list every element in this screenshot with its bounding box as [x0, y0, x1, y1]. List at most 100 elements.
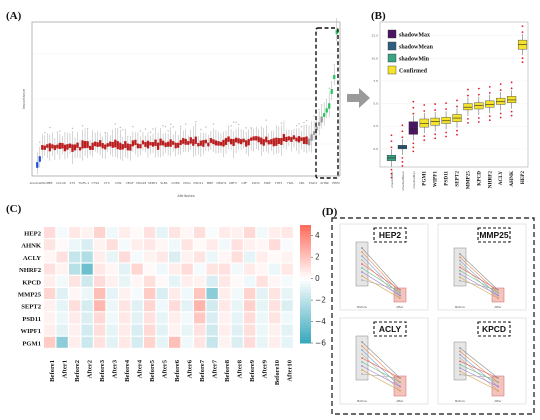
- panel-b-x-tick: shadowMin: [390, 171, 394, 188]
- panel-c-cell: [256, 275, 268, 287]
- panel-c-cell: [281, 324, 293, 336]
- panel-c-column-label: Before2: [74, 359, 81, 382]
- panel-a-outlier: [86, 128, 89, 130]
- panel-b-outlier: [467, 122, 469, 124]
- panel-c-colorbar-segment: [300, 307, 311, 312]
- panel-c-cell: [244, 251, 256, 263]
- panel-d-point: [497, 289, 499, 291]
- panel-c-row-label: PGM1: [22, 340, 41, 347]
- panel-a-box: [305, 136, 308, 145]
- panel-c-cell: [256, 324, 268, 336]
- panel-label-c: (C): [6, 203, 22, 215]
- panel-c-cell: [219, 239, 231, 251]
- panel-b-outlier: [401, 156, 404, 159]
- panel-c-cell: [131, 288, 143, 299]
- panel-c-row-label: PSD11: [22, 316, 41, 323]
- panel-c-colorbar-label: 4: [315, 231, 320, 240]
- panel-c-cell: [131, 312, 143, 324]
- panel-c-cell: [56, 324, 68, 336]
- panel-d-pair-line: [459, 354, 499, 387]
- panel-c-cell: [269, 263, 281, 275]
- panel-c-cell: [256, 336, 268, 348]
- panel-a-box: [121, 144, 124, 150]
- panel-a-box: [184, 138, 187, 145]
- panel-a-box: [292, 135, 296, 140]
- panel-a-box: [252, 136, 255, 141]
- panel-d-pair-line: [459, 374, 499, 379]
- panel-a-box: [224, 138, 228, 146]
- panel-c-cell: [194, 324, 206, 336]
- panel-c-cell: [281, 263, 293, 275]
- panel-c-cell: [156, 336, 168, 348]
- panel-b-outlier: [423, 135, 426, 138]
- panel-c-cell: [156, 263, 168, 275]
- panel-c-cell: [144, 324, 156, 336]
- panel-a-box: [302, 137, 306, 144]
- panel-c-column-label: Before5: [149, 359, 156, 382]
- panel-a-outlier: [320, 104, 323, 106]
- panel-c-cell: [181, 251, 193, 263]
- panel-c-cell: [181, 275, 193, 287]
- panel-c-cell: [219, 227, 231, 238]
- panel-a-box: [239, 139, 243, 145]
- panel-c-cell: [156, 227, 168, 238]
- panel-d-subplot-title: MMP25: [479, 230, 509, 240]
- panel-a-box: [333, 74, 336, 80]
- panel-a-box: [270, 139, 273, 145]
- panel-d-group-label: After: [396, 399, 404, 403]
- panel-b-legend-label: Confirmed: [399, 69, 428, 75]
- panel-c-colorbar-segment: [300, 260, 311, 264]
- panel-c-cell: [144, 251, 156, 263]
- panel-a-box: [237, 138, 240, 144]
- panel-c-cell: [281, 312, 293, 324]
- panel-c-cell: [281, 336, 293, 348]
- panel-c-cell: [269, 239, 281, 251]
- panel-c-cell: [169, 324, 181, 336]
- panel-b-x-tick: MMP25: [465, 171, 471, 190]
- panel-c-cell: [256, 227, 268, 238]
- panel-c-cell: [169, 336, 181, 348]
- panel-d-plots: Before After HEP2 Before After MMP25 Before Aft…: [339, 223, 527, 405]
- panel-b-boxplot: shadowMin shadowMean shadowMax PGM1 WIPF1 PSD…: [371, 21, 529, 191]
- panel-a-box: [116, 141, 119, 150]
- panel-b-outlier: [456, 99, 458, 102]
- panel-c-cell: [181, 239, 193, 251]
- panel-a-box: [320, 116, 323, 123]
- panel-b-outlier: [423, 110, 426, 112]
- panel-a-box: [275, 137, 278, 146]
- panel-b-outlier: [401, 124, 404, 127]
- panel-c-cell: [231, 275, 243, 287]
- panel-a-box: [207, 142, 210, 147]
- panel-c-cell: [269, 312, 281, 324]
- panel-c-colorbar-segment: [300, 340, 311, 344]
- panel-b-outlier: [488, 119, 491, 122]
- panel-c-colorbar-segment: [300, 304, 311, 309]
- panel-a-outlier: [132, 125, 134, 128]
- panel-c-cell: [281, 288, 293, 299]
- panel-a-box: [164, 142, 167, 148]
- panel-c-cell: [256, 300, 268, 312]
- panel-b-outlier: [521, 31, 524, 34]
- panel-a-outlier: [119, 126, 121, 129]
- panel-a-box: [63, 144, 67, 152]
- panel-c-cell: [144, 239, 156, 251]
- panel-a-box: [93, 141, 97, 147]
- panel-c-cell: [169, 251, 181, 263]
- panel-c-cell: [106, 300, 118, 312]
- panel-b-outlier: [401, 130, 404, 133]
- panel-a-x-tick: CEA1: [183, 181, 191, 185]
- panel-a-outlier: [245, 127, 247, 129]
- panel-a-outlier: [59, 130, 61, 132]
- panel-b-outlier: [499, 89, 502, 92]
- panel-d-group-label: After: [396, 305, 404, 309]
- panel-c-column-label: Before8: [224, 359, 231, 382]
- panel-d-pair-line: [361, 275, 401, 299]
- panel-b-legend-swatch: [387, 53, 397, 63]
- panel-c-cell: [269, 300, 281, 312]
- panel-c-colorbar-segment: [300, 298, 311, 303]
- panel-b-y-tick-labels: 0.0 2.5 5.0 7.5 10.0 12.5: [371, 34, 378, 151]
- panel-a-box: [192, 139, 195, 146]
- panel-c-cell: [194, 312, 206, 324]
- panel-c-row-label: MMP25: [18, 292, 42, 299]
- panel-a-x-tick: ST2: [70, 181, 76, 185]
